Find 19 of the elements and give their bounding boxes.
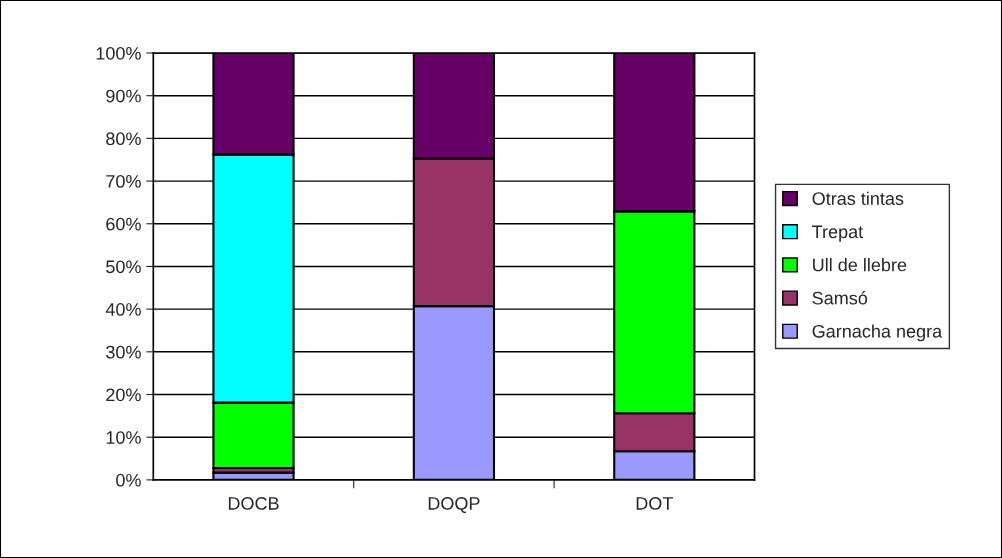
x-tick-label: DOCB — [228, 497, 279, 510]
y-tick-label: 60% — [106, 217, 141, 231]
x-tick-label: DOQP — [428, 497, 480, 514]
y-tick-label: 20% — [106, 388, 141, 402]
y-tick-label: 80% — [106, 132, 141, 146]
y-tick-label: 50% — [106, 260, 141, 274]
legend-label: Ull de llebre — [813, 258, 907, 272]
legend-label: Garnacha negra — [812, 324, 943, 342]
legend-label: Samsó — [812, 291, 868, 305]
y-tick-label: 70% — [106, 175, 141, 188]
y-tick-label: 10% — [106, 431, 141, 444]
legend-label: Otras tintas — [812, 191, 904, 205]
y-tick-label: 40% — [105, 303, 141, 316]
y-tick-label: 90% — [106, 89, 141, 103]
legend-label: Trepat — [812, 225, 864, 242]
y-tick-label: 30% — [106, 345, 141, 359]
y-tick-label: 100% — [96, 46, 141, 60]
y-tick-label: 0% — [116, 473, 141, 487]
x-tick-label: DOT — [636, 497, 673, 510]
